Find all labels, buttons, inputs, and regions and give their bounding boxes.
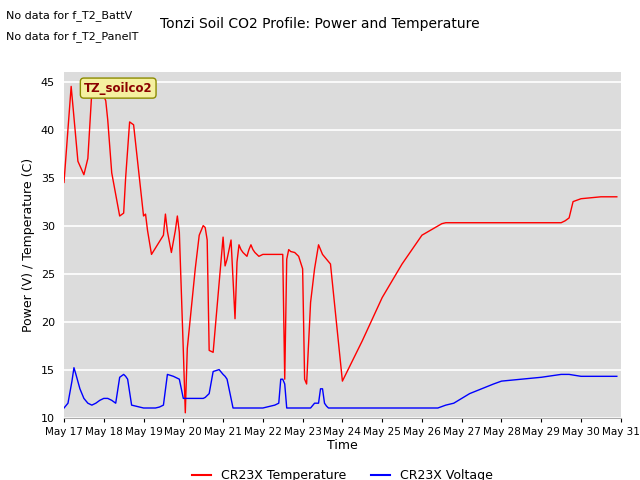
Text: No data for f_T2_PanelT: No data for f_T2_PanelT — [6, 31, 139, 42]
X-axis label: Time: Time — [327, 439, 358, 453]
Text: Tonzi Soil CO2 Profile: Power and Temperature: Tonzi Soil CO2 Profile: Power and Temper… — [160, 17, 480, 31]
Y-axis label: Power (V) / Temperature (C): Power (V) / Temperature (C) — [22, 158, 35, 332]
Text: No data for f_T2_BattV: No data for f_T2_BattV — [6, 10, 132, 21]
Text: TZ_soilco2: TZ_soilco2 — [84, 82, 152, 95]
Legend: CR23X Temperature, CR23X Voltage: CR23X Temperature, CR23X Voltage — [187, 464, 498, 480]
